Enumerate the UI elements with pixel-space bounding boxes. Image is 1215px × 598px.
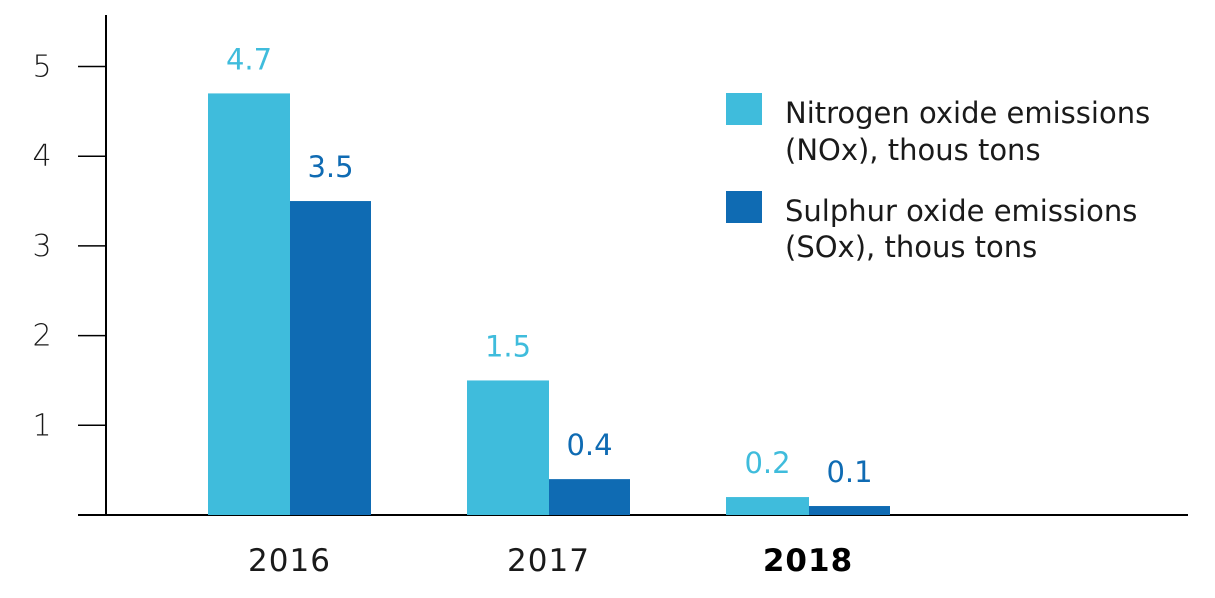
legend: Nitrogen oxide emissions(NOx), thous ton… bbox=[726, 93, 1150, 264]
legend-item-sox: Sulphur oxide emissions(SOx), thous tons bbox=[726, 191, 1137, 264]
x-category-label-2016: 2016 bbox=[248, 543, 331, 579]
data-label-nox-2018: 0.2 bbox=[744, 446, 790, 480]
y-axis-ticks: 1 2 3 4 5 bbox=[32, 50, 106, 443]
bar-nox-2016 bbox=[208, 93, 290, 515]
legend-swatch bbox=[726, 191, 762, 223]
legend-label-line2: (NOx), thous tons bbox=[785, 133, 1041, 167]
y-tick-label: 1 bbox=[32, 408, 51, 443]
bar-nox-2018 bbox=[726, 497, 809, 515]
data-label-sox-2017: 0.4 bbox=[566, 428, 612, 462]
data-label-nox-2016: 4.7 bbox=[226, 42, 272, 76]
x-category-label-2018: 2018 bbox=[763, 543, 853, 579]
bar-nox-2017 bbox=[467, 380, 549, 515]
bars bbox=[208, 93, 890, 516]
data-labels: 4.7 3.5 1.5 0.4 0.2 0.1 bbox=[226, 42, 873, 489]
bar-sox-2017 bbox=[549, 479, 630, 515]
bar-sox-2016 bbox=[290, 201, 371, 516]
data-label-nox-2017: 1.5 bbox=[485, 329, 531, 363]
bar-sox-2018 bbox=[809, 506, 890, 515]
data-label-sox-2018: 0.1 bbox=[826, 455, 872, 489]
y-tick-label: 4 bbox=[32, 139, 51, 174]
legend-label-line1: Nitrogen oxide emissions bbox=[785, 96, 1150, 130]
x-axis-labels: 2016 2017 2018 bbox=[248, 543, 853, 579]
legend-swatch bbox=[726, 93, 762, 125]
y-tick-label: 2 bbox=[32, 319, 51, 354]
legend-label-line2: (SOx), thous tons bbox=[785, 230, 1037, 264]
x-category-label-2017: 2017 bbox=[507, 543, 590, 579]
legend-item-nox: Nitrogen oxide emissions(NOx), thous ton… bbox=[726, 93, 1150, 167]
y-tick-label: 3 bbox=[32, 229, 51, 264]
y-tick-label: 5 bbox=[32, 50, 51, 85]
data-label-sox-2016: 3.5 bbox=[307, 150, 353, 184]
legend-label-line1: Sulphur oxide emissions bbox=[785, 194, 1137, 228]
